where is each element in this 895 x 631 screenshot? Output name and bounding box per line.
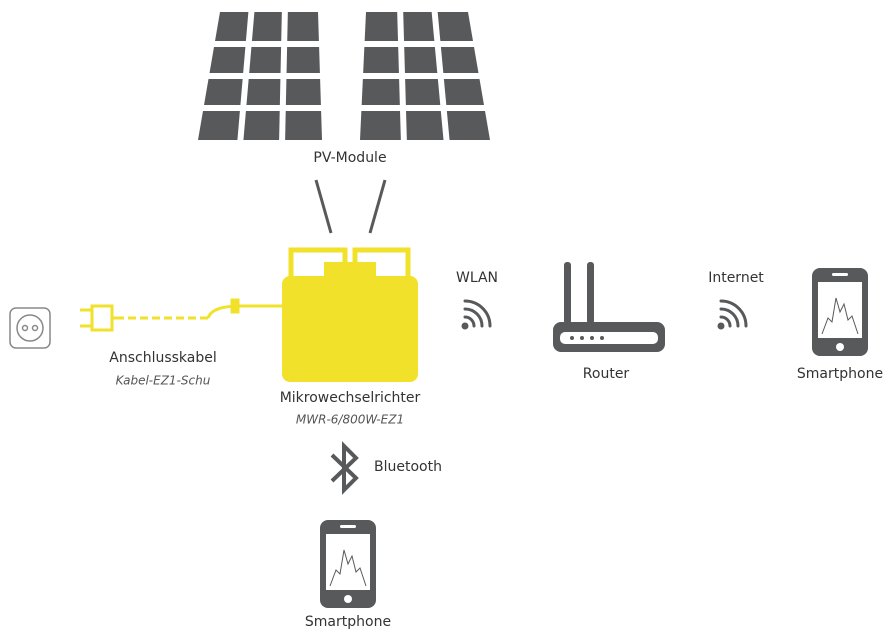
cable-label: Anschlusskabel [109, 350, 217, 366]
inverter-label: Mikrowechselrichter [280, 390, 421, 406]
wifi-icon [461, 299, 492, 330]
internet-label: Internet [708, 270, 764, 286]
router-label: Router [583, 366, 630, 382]
inverter [282, 247, 418, 382]
pv-cables [314, 179, 387, 234]
smartphone-label: Smartphone [797, 366, 883, 382]
router [553, 262, 665, 352]
cable-model: Kabel-EZ1-Schu [116, 374, 211, 388]
wifi-icon [717, 299, 748, 330]
solar-panels [190, 4, 495, 146]
wlan-label: WLAN [456, 270, 498, 286]
smartphone [320, 520, 376, 608]
bluetooth-icon [330, 441, 359, 495]
bluetooth-label: Bluetooth [374, 459, 442, 475]
smartphone [812, 268, 868, 356]
pv-label: PV-Module [313, 150, 386, 166]
socket [9, 307, 51, 349]
plug-cable [80, 298, 282, 332]
inverter-model: MWR-6/800W-EZ1 [296, 413, 404, 427]
smartphone-label: Smartphone [305, 614, 391, 630]
